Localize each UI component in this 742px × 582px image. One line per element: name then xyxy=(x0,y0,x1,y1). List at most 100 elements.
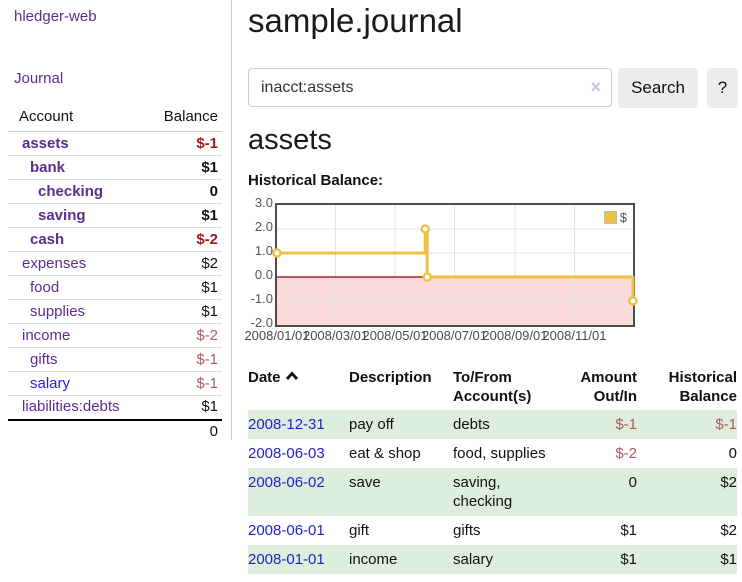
account-row: assets $-1 xyxy=(8,131,222,156)
transaction-description: eat & shop xyxy=(349,445,421,462)
account-balance: $-2 xyxy=(196,326,218,344)
y-axis-tick-label: -1.0 xyxy=(250,291,273,306)
app-title-link[interactable]: hledger-web xyxy=(14,8,97,25)
x-axis-tick-label: 2008/03/01 xyxy=(302,328,369,343)
register-header-description: Description xyxy=(349,369,432,386)
account-link[interactable]: food xyxy=(30,278,60,296)
register-row: 2008-01-01 income salary $1 $1 xyxy=(248,545,737,574)
account-link[interactable]: supplies xyxy=(30,302,86,320)
account-balance: $1 xyxy=(201,278,218,296)
transaction-balance: $1 xyxy=(720,551,737,568)
x-axis-tick-label: 2008/09/01 xyxy=(482,328,548,343)
register-header-accounts: To/From Account(s) xyxy=(453,369,532,405)
search-input[interactable] xyxy=(248,68,612,107)
transaction-balance: $2 xyxy=(720,522,737,539)
transaction-amount: $1 xyxy=(620,551,637,568)
account-link[interactable]: bank xyxy=(30,158,66,176)
account-balance: $-1 xyxy=(196,134,218,152)
account-row: checking 0 xyxy=(8,179,222,204)
transaction-amount: $1 xyxy=(620,522,637,539)
transaction-date-link[interactable]: 2008-12-31 xyxy=(248,416,325,433)
account-balance: 0 xyxy=(209,182,218,200)
account-link[interactable]: assets xyxy=(22,134,69,152)
journal-nav-link[interactable]: Journal xyxy=(14,70,64,87)
transaction-description: save xyxy=(349,474,381,491)
account-balance: $2 xyxy=(201,254,218,272)
account-row: gifts $-1 xyxy=(8,347,222,372)
account-row: income $-2 xyxy=(8,323,222,348)
accounts-header-row: Account Balance xyxy=(8,104,222,132)
register-row: 2008-12-31 pay off debts $-1 $-1 xyxy=(248,410,737,439)
register-header-date[interactable]: Date xyxy=(248,362,345,410)
transaction-description: income xyxy=(349,551,398,568)
account-row: liabilities:debts $1 xyxy=(8,395,222,420)
account-balance: $-1 xyxy=(196,374,218,392)
account-link[interactable]: checking xyxy=(38,182,104,200)
account-link[interactable]: liabilities:debts xyxy=(22,398,120,416)
account-balance: $1 xyxy=(201,206,218,224)
account-link[interactable]: gifts xyxy=(30,350,58,368)
register-table: Date Description To/From Account(s) Amou… xyxy=(248,362,737,574)
transaction-accounts: food, supplies xyxy=(453,445,546,462)
account-balance: $-1 xyxy=(196,350,218,368)
account-row: salary $-1 xyxy=(8,371,222,396)
account-row: supplies $1 xyxy=(8,299,222,324)
clear-search-icon[interactable]: × xyxy=(590,77,601,97)
account-row: expenses $2 xyxy=(8,251,222,276)
y-axis-tick-label: 1.0 xyxy=(254,243,273,258)
sidebar: hledger-web Journal Account Balance asse… xyxy=(0,0,232,582)
account-balance: $1 xyxy=(201,302,218,320)
transaction-date-link[interactable]: 2008-06-02 xyxy=(248,474,325,491)
accounts-total-row: 0 xyxy=(8,418,222,444)
legend-swatch-icon xyxy=(603,211,617,224)
accounts-table: Account Balance assets $-1 bank $1 checking 0… xyxy=(8,104,222,444)
main-content: sample.journal × Search ? assets Histori… xyxy=(244,0,742,582)
transaction-amount: 0 xyxy=(628,474,637,491)
x-axis-tick-label: 2008/01/01 xyxy=(244,328,310,343)
account-row: saving $1 xyxy=(8,203,222,228)
transaction-accounts: saving, checking xyxy=(453,474,513,510)
x-axis-tick-label: 2008/05/01 xyxy=(362,328,428,343)
account-link[interactable]: cash xyxy=(30,230,65,248)
account-link[interactable]: salary xyxy=(30,374,71,392)
y-axis-tick-label: -2.0 xyxy=(250,315,273,330)
account-row: food $1 xyxy=(8,275,222,300)
search-button[interactable]: Search xyxy=(618,68,698,108)
date-header-label: Date xyxy=(248,369,281,386)
account-link[interactable]: expenses xyxy=(22,254,87,272)
transaction-amount: $-1 xyxy=(615,416,637,433)
sort-ascending-icon xyxy=(285,371,298,380)
account-link[interactable]: income xyxy=(22,326,71,344)
y-axis-tick-label: 0.0 xyxy=(254,267,273,282)
account-row: bank $1 xyxy=(8,155,222,180)
register-row: 2008-06-02 save saving, checking 0 $2 xyxy=(248,468,737,516)
account-balance: $1 xyxy=(201,158,218,176)
page-title: sample.journal xyxy=(248,2,463,39)
account-heading: assets xyxy=(248,124,332,156)
transaction-description: pay off xyxy=(349,416,394,433)
accounts-header-account: Account xyxy=(8,104,141,132)
transaction-date-link[interactable]: 2008-01-01 xyxy=(248,551,325,568)
transaction-amount: $-2 xyxy=(615,445,637,462)
transaction-date-link[interactable]: 2008-06-03 xyxy=(248,445,325,462)
x-axis-tick-label: 2008/11/01 xyxy=(542,328,607,343)
y-axis-tick-label: 3.0 xyxy=(254,195,273,210)
register-row: 2008-06-01 gift gifts $1 $2 xyxy=(248,516,737,545)
register-row: 2008-06-03 eat & shop food, supplies $-2 0 xyxy=(248,439,737,468)
help-button[interactable]: ? xyxy=(707,68,738,108)
legend-label: $ xyxy=(619,210,627,225)
transaction-accounts: debts xyxy=(453,416,490,433)
accounts-total-value: 0 xyxy=(140,418,222,444)
account-link[interactable]: saving xyxy=(38,206,86,224)
search-box: × xyxy=(248,68,612,107)
transaction-balance: 0 xyxy=(728,445,737,462)
historical-balance-chart: $ 3.0 2.0 1.0 0.0 -1.0 -2.0 2008/01/01 2008/03/… xyxy=(244,195,742,347)
account-balance: $-2 xyxy=(196,230,218,248)
chart-canvas xyxy=(272,205,638,325)
transaction-date-link[interactable]: 2008-06-01 xyxy=(248,522,325,539)
chart-legend: $ xyxy=(601,209,629,226)
transaction-description: gift xyxy=(349,522,370,539)
transaction-accounts: salary xyxy=(453,551,494,568)
transaction-accounts: gifts xyxy=(453,522,481,539)
